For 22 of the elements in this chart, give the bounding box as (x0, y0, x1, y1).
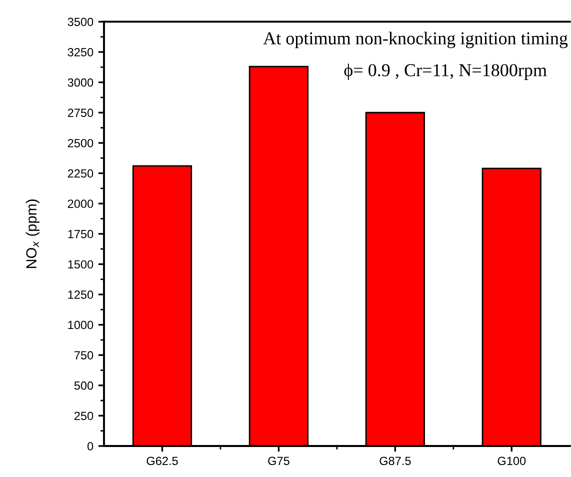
y-tick-label: 3250 (68, 48, 94, 56)
x-tick-label: G100 (498, 456, 526, 466)
y-tick-label: 2250 (68, 169, 94, 178)
y-tick-label: 2500 (68, 138, 94, 148)
y-tick-label: 0 (87, 442, 94, 450)
y-tick-label: 1750 (68, 230, 94, 238)
x-tick-label: G87.5 (380, 456, 411, 466)
y-tick-label: 2000 (68, 200, 94, 208)
y-tick-label: 1500 (68, 260, 94, 269)
y-tick-label: 2750 (68, 108, 94, 118)
annotation: At optimum non-knocking ignition timing (263, 32, 568, 48)
y-tick-label: 1250 (68, 290, 94, 299)
x-tick-label: G75 (268, 456, 290, 466)
y-axis-title: NO$_{x}$ (ppm) (26, 200, 40, 268)
y-tick-label: 250 (74, 412, 94, 420)
x-tick-label: G62.5 (146, 456, 178, 466)
y-tick-label: 500 (74, 381, 94, 390)
y-tick-label: 1000 (68, 320, 94, 330)
y-tick-label: 3000 (68, 78, 94, 87)
y-tick-label: 750 (74, 351, 94, 360)
y-tick-label: 3500 (68, 18, 94, 26)
annotation: ϕ= 0.9 , Cr=11, N=1800rpm (344, 64, 547, 80)
